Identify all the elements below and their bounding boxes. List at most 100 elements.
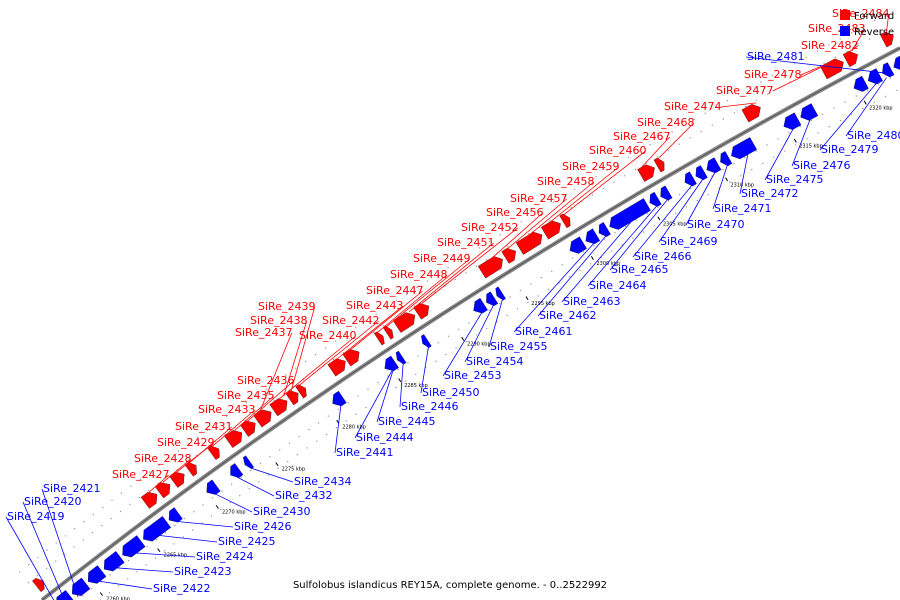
forward-gene-label: SiRe_2460: [589, 144, 646, 157]
guide-dot: [258, 481, 260, 483]
guide-dot: [406, 293, 408, 295]
legend-reverse-label: Reverse: [854, 27, 894, 38]
guide-dot: [602, 187, 604, 190]
forward-gene-leader: [886, 13, 890, 33]
guide-dot: [465, 340, 467, 343]
guide-dot: [614, 232, 616, 234]
guide-dot: [55, 542, 57, 544]
guide-dot: [73, 546, 75, 548]
guide-dot: [475, 265, 477, 267]
forward-gene-label: SiRe_2483: [808, 22, 865, 35]
guide-dot: [740, 175, 742, 177]
guide-dot: [589, 263, 592, 265]
guide-dot: [499, 302, 501, 305]
reverse-gene-label: SiRe_2422: [153, 582, 210, 595]
guide-dot: [531, 214, 533, 216]
forward-gene-leader: [720, 102, 757, 108]
guide-dot: [64, 535, 67, 537]
guide-dot: [383, 325, 385, 327]
guide-dot: [733, 112, 736, 114]
guide-dot: [158, 464, 160, 466]
guide-dot: [426, 280, 428, 282]
guide-dot: [416, 286, 418, 289]
guide-dot: [45, 567, 48, 570]
tick-label: 2275 kbp: [282, 467, 306, 473]
guide-dot: [82, 539, 85, 541]
guide-dot: [855, 95, 857, 97]
forward-gene-arrow: [295, 384, 307, 399]
guide-dot: [771, 75, 773, 77]
forward-gene-leader: [525, 181, 594, 239]
guide-dot: [458, 329, 460, 331]
reverse-gene-arrow: [684, 171, 697, 187]
guide-dot: [197, 436, 199, 438]
guide-dot: [332, 358, 335, 361]
forward-gene-leader: [211, 409, 255, 448]
guide-dot: [130, 485, 132, 487]
guide-dot: [715, 106, 718, 108]
reverse-gene-arrow: [649, 191, 662, 207]
reverse-gene-leader: [537, 235, 607, 317]
forward-gene-label: SiRe_2468: [637, 116, 694, 129]
guide-dot: [120, 492, 123, 494]
guide-dot: [367, 388, 369, 390]
reverse-gene-leader: [420, 346, 429, 394]
reverse-gene-label: SiRe_2455: [490, 340, 547, 353]
forward-gene-label: SiRe_2452: [461, 221, 518, 234]
reverse-gene-leader: [658, 178, 704, 243]
guide-dot: [145, 564, 147, 566]
guide-dot: [834, 56, 837, 59]
reverse-gene-label: SiRe_2465: [611, 263, 668, 276]
guide-dot: [520, 221, 522, 223]
guide-dot: [226, 415, 228, 417]
forward-gene-leader: [258, 332, 293, 414]
forward-gene-leader: [563, 150, 646, 215]
guide-dot: [733, 162, 735, 165]
legend-reverse-swatch: [840, 26, 850, 36]
reverse-gene-label: SiRe_2420: [24, 495, 81, 508]
guide-dot: [437, 342, 439, 344]
guide-dot: [540, 276, 542, 279]
forward-gene-label: SiRe_2438: [250, 314, 307, 327]
reverse-gene-arrow: [395, 350, 407, 365]
guide-dot: [828, 126, 830, 128]
guide-dot: [365, 406, 367, 409]
forward-gene-leader: [545, 166, 619, 227]
guide-dot: [851, 113, 853, 116]
forward-gene-arrow: [392, 312, 416, 333]
reverse-gene-arrow: [486, 291, 499, 307]
guide-dot: [465, 272, 467, 274]
reverse-gene-arrow: [695, 165, 708, 181]
reverse-gene-arrow: [867, 68, 883, 85]
guide-dot: [805, 56, 807, 58]
reverse-gene-label: SiRe_2419: [7, 510, 64, 523]
guide-dot: [36, 574, 39, 577]
guide-dot: [784, 150, 786, 152]
guide-dot: [337, 408, 339, 411]
guide-dot: [259, 462, 262, 465]
guide-dot: [187, 443, 189, 445]
tick-mark: [793, 138, 797, 143]
tick-label: 2310 kbp: [731, 182, 755, 188]
reverse-gene-arrow: [853, 75, 869, 92]
guide-dot: [656, 156, 659, 158]
forward-gene-arrow: [253, 409, 272, 428]
guide-dot: [74, 528, 76, 530]
forward-gene-leader: [345, 290, 423, 354]
forward-gene-leader: [174, 442, 214, 474]
reverse-gene-label: SiRe_2470: [687, 218, 744, 231]
tick-mark: [657, 216, 661, 221]
reverse-gene-leader: [685, 171, 716, 226]
reverse-gene-leader: [399, 363, 404, 408]
reverse-gene-arrow: [893, 55, 900, 70]
guide-dot: [755, 150, 757, 152]
guide-dot: [275, 381, 277, 383]
guide-dot: [285, 374, 287, 376]
tick-label: 2260 kbp: [106, 596, 130, 600]
reverse-gene-leader: [739, 153, 749, 195]
guide-dot: [777, 138, 779, 140]
reverse-gene-leader: [561, 219, 634, 303]
guide-dot: [563, 195, 565, 197]
guide-dot: [447, 335, 450, 337]
tick-label: 2270 kbp: [222, 509, 246, 515]
